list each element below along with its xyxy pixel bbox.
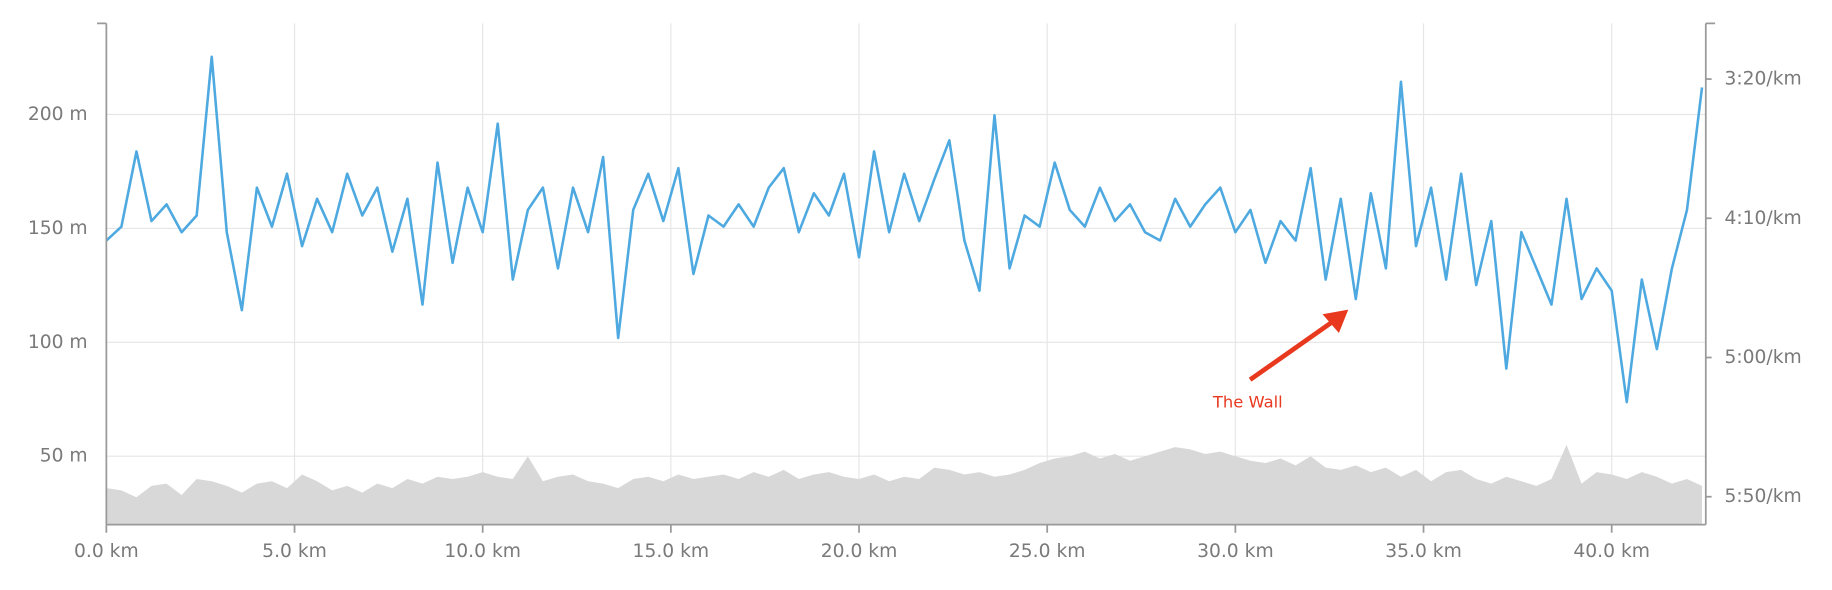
annotation-arrow xyxy=(1248,317,1338,382)
labels: 50 m 100 m 150 m 200 m 3:20/km 4:10/km 5:00/km… xyxy=(28,69,1802,562)
x-tick-label: 0.0 km xyxy=(74,541,139,562)
y2-tick-label: 4:10/km xyxy=(1724,208,1801,229)
x-tick-label: 15.0 km xyxy=(633,541,710,562)
grid xyxy=(105,23,1706,525)
y2-tick-label: 5:50/km xyxy=(1724,486,1801,507)
annotation-arrowhead xyxy=(1322,309,1349,333)
y-tick-label: 150 m xyxy=(28,218,88,239)
axes xyxy=(97,22,1716,526)
pace-line xyxy=(105,55,1704,404)
x-tick-label: 10.0 km xyxy=(444,541,521,562)
y-tick-label: 200 m xyxy=(28,104,88,125)
annotation-label: The Wall xyxy=(1212,393,1283,412)
x-tick-label: 35.0 km xyxy=(1385,541,1462,562)
y2-tick-label: 3:20/km xyxy=(1724,69,1801,90)
x-tick-label: 40.0 km xyxy=(1573,541,1650,562)
y-tick-label: 50 m xyxy=(40,446,88,467)
plot-area xyxy=(105,55,1704,525)
y2-tick-label: 5:00/km xyxy=(1724,347,1801,368)
elevation-area xyxy=(106,444,1703,525)
x-tick-label: 25.0 km xyxy=(1009,541,1086,562)
x-tick-label: 20.0 km xyxy=(821,541,898,562)
y-tick-label: 100 m xyxy=(28,332,88,353)
x-tick-label: 5.0 km xyxy=(262,541,327,562)
x-tick-label: 30.0 km xyxy=(1197,541,1274,562)
